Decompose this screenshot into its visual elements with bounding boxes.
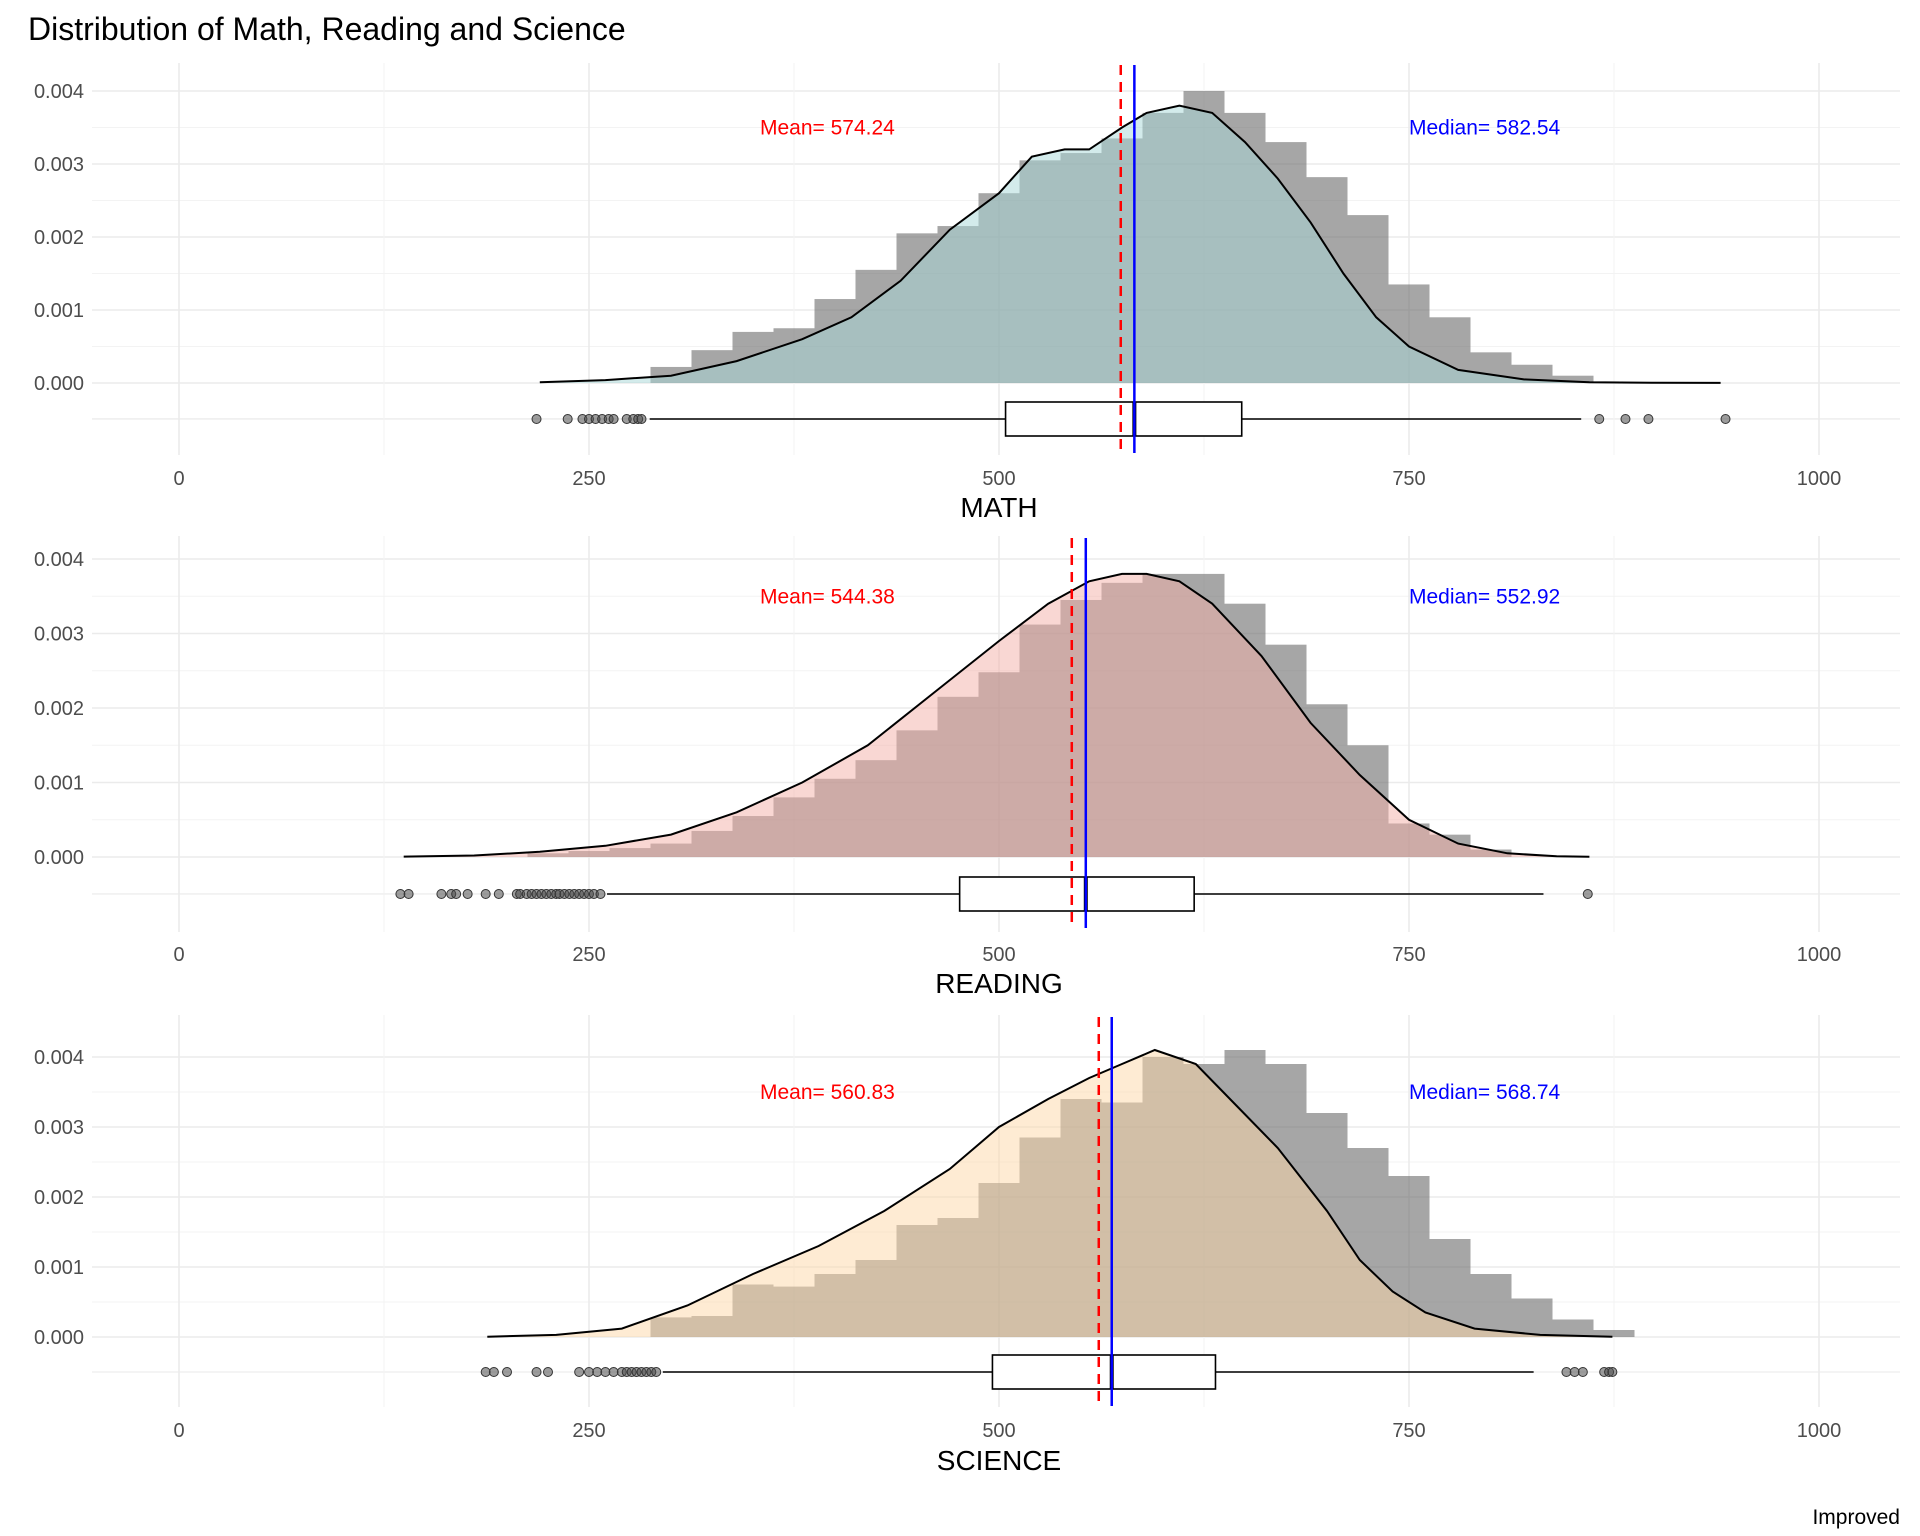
- median-annotation: Median= 552.92: [1409, 585, 1560, 608]
- boxplot-outlier: [584, 1367, 594, 1377]
- y-tick-label: 0.000: [34, 847, 84, 869]
- boxplot-outlier: [1594, 414, 1605, 424]
- boxplot-outlier: [1582, 889, 1593, 899]
- y-tick-label: 0.003: [34, 1117, 84, 1139]
- y-tick-label: 0.001: [34, 773, 84, 795]
- density-line: [539, 104, 1721, 384]
- density-area: [539, 105, 1721, 383]
- density-area: [403, 573, 1590, 857]
- boxplot-outlier: [395, 889, 406, 899]
- histogram-bar: [1552, 1319, 1594, 1337]
- boxplot-outlier: [480, 1367, 491, 1377]
- median-annotation: Median= 568.74: [1409, 1081, 1561, 1104]
- mean-annotation: Mean= 544.38: [760, 585, 895, 608]
- x-axis-label: READING: [935, 968, 1063, 999]
- median-annotation: Median= 582.54: [1409, 117, 1561, 140]
- facet-panel-reading: 0.000 0.001 0.002 0.003 0.004 0 250 500 750 1000 R…: [34, 536, 1900, 999]
- mean-annotation: Mean= 560.83: [760, 1081, 895, 1104]
- boxplot-outlier: [595, 889, 606, 899]
- boxplot-outlier: [592, 1367, 603, 1377]
- boxplot-outlier: [451, 889, 462, 899]
- boxplot-outlier: [574, 1367, 585, 1377]
- x-tick-label: 500: [982, 468, 1015, 490]
- boxplot-outlier: [462, 889, 473, 899]
- y-tick-label: 0.003: [34, 154, 84, 176]
- boxplot-outlier: [1569, 1367, 1580, 1377]
- density-line: [403, 572, 1590, 858]
- y-tick-label: 0.000: [34, 1327, 84, 1349]
- y-tick-label: 0.004: [34, 549, 84, 571]
- x-tick-label: 500: [982, 944, 1015, 966]
- facet-panel-science: 0.000 0.001 0.002 0.003 0.004 0 250 500 750 1000 S…: [34, 1015, 1900, 1476]
- x-axis-label: SCIENCE: [937, 1445, 1061, 1476]
- boxplot-outlier: [1643, 414, 1654, 424]
- chart-title: Distribution of Math, Reading and Scienc…: [28, 11, 626, 47]
- boxplot-outlier: [543, 1367, 553, 1377]
- boxplot-outlier: [436, 889, 447, 899]
- boxplot-outlier: [403, 889, 414, 899]
- boxplot-outlier: [636, 414, 647, 424]
- density-area: [487, 1050, 1613, 1337]
- boxplot-outlier: [600, 1367, 611, 1377]
- boxplot-outlier: [531, 414, 542, 424]
- chart-caption: Improved: [1812, 1506, 1900, 1529]
- boxplot-outlier: [1607, 1367, 1618, 1377]
- y-tick-label: 0.002: [34, 698, 84, 720]
- y-tick-label: 0.004: [34, 1047, 84, 1069]
- boxplot-outlier: [1720, 414, 1731, 424]
- boxplot-outlier: [480, 889, 491, 899]
- boxplot-outlier: [1561, 1367, 1572, 1377]
- boxplot-outlier: [562, 414, 573, 424]
- x-tick-label: 500: [982, 1420, 1015, 1442]
- facet-panel-math: 0.000 0.001 0.002 0.003 0.004 0 250 500 750 1000 M…: [34, 63, 1900, 523]
- boxplot-outlier: [488, 1367, 499, 1377]
- x-tick-label: 1000: [1797, 468, 1842, 490]
- x-tick-label: 0: [173, 1420, 184, 1442]
- y-tick-label: 0.000: [34, 373, 84, 395]
- histogram-bar: [1511, 1298, 1553, 1337]
- boxplot: [531, 401, 1731, 437]
- x-axis-label: MATH: [960, 492, 1037, 523]
- x-tick-label: 750: [1392, 468, 1425, 490]
- boxplot-box: [958, 876, 1195, 912]
- x-tick-label: 250: [572, 1420, 605, 1442]
- boxplot-outlier: [1577, 1367, 1588, 1377]
- boxplot-outlier: [493, 889, 504, 899]
- y-tick-label: 0.003: [34, 624, 84, 646]
- boxplot-outlier: [608, 414, 619, 424]
- x-tick-label: 250: [572, 944, 605, 966]
- mean-annotation: Mean= 574.24: [760, 117, 895, 140]
- y-tick-label: 0.004: [34, 81, 84, 103]
- density-line: [487, 1048, 1613, 1338]
- x-tick-label: 750: [1392, 944, 1425, 966]
- x-tick-label: 1000: [1797, 944, 1842, 966]
- boxplot-box: [1004, 401, 1243, 437]
- histogram-bar: [1593, 1330, 1635, 1337]
- histogram-bar: [1470, 1274, 1512, 1337]
- y-tick-label: 0.002: [34, 227, 84, 249]
- boxplot: [480, 1354, 1618, 1390]
- x-tick-label: 250: [572, 468, 605, 490]
- boxplot-outlier: [1620, 414, 1631, 424]
- boxplot-outlier: [502, 1367, 512, 1377]
- boxplot-outlier: [531, 1367, 542, 1377]
- x-tick-label: 1000: [1797, 1420, 1842, 1442]
- facet-panels: 0.000 0.001 0.002 0.003 0.004 0 250 500 750 1000 M…: [34, 63, 1900, 1476]
- histogram-bar: [1552, 375, 1594, 383]
- y-tick-label: 0.001: [34, 300, 84, 322]
- x-tick-label: 0: [173, 468, 184, 490]
- x-tick-label: 0: [173, 944, 184, 966]
- boxplot: [395, 876, 1593, 912]
- boxplot-box: [991, 1354, 1217, 1390]
- boxplot-outlier: [608, 1367, 619, 1377]
- y-tick-label: 0.002: [34, 1187, 84, 1209]
- y-tick-label: 0.001: [34, 1257, 84, 1279]
- x-tick-label: 750: [1392, 1420, 1425, 1442]
- boxplot-outlier: [651, 1367, 662, 1377]
